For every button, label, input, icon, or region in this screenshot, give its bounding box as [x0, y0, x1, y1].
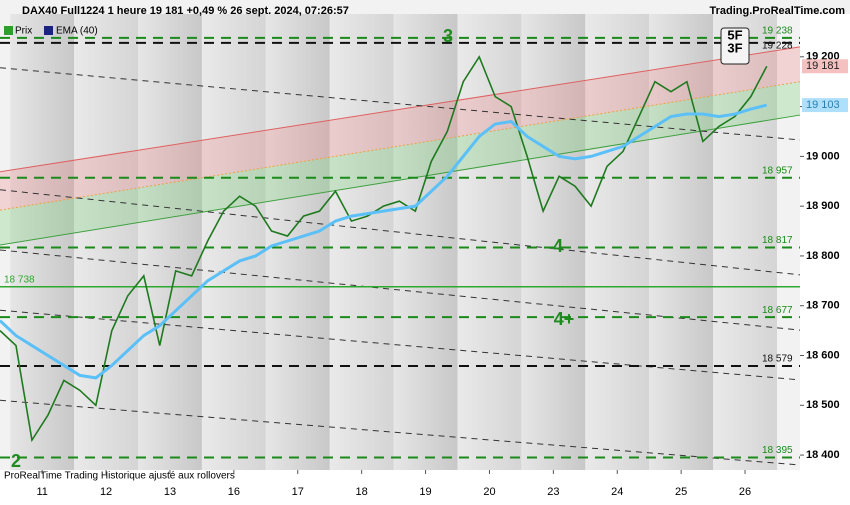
- last-value-box: [802, 98, 848, 113]
- last-value-box: [802, 59, 848, 74]
- trendline: [0, 67, 801, 141]
- day-stripe: [265, 14, 330, 470]
- x-tick-label: 18: [356, 486, 368, 498]
- x-tick-label: 23: [547, 486, 559, 498]
- legend-swatch: [44, 26, 53, 35]
- level-label: 18 817: [762, 235, 793, 246]
- x-tick-label: 12: [100, 486, 112, 498]
- x-tick-label: 16: [228, 486, 240, 498]
- trendline: [0, 399, 801, 466]
- level-label: 18 957: [762, 165, 793, 176]
- trendline: [0, 309, 801, 381]
- level-label: 18 579: [762, 354, 793, 365]
- chart-title: DAX40 Full1224 1 heure 19 181 +0,49 % 26…: [22, 5, 349, 17]
- day-stripe: [713, 14, 777, 470]
- legend-label: EMA (40): [56, 26, 98, 37]
- channel-middle: [0, 81, 801, 211]
- channel-upper: [0, 46, 801, 173]
- x-tick-label: 11: [36, 486, 47, 498]
- level-label: 19 238: [762, 26, 793, 37]
- source: Trading.ProRealTime.com: [709, 5, 845, 17]
- x-tick-label: 13: [164, 486, 176, 498]
- badge-box: [720, 27, 750, 65]
- last-value-label: 19 103: [806, 99, 840, 111]
- y-tick-label: 19 000: [806, 150, 840, 162]
- last-value-label: 19 181: [806, 60, 840, 72]
- day-stripe: [138, 14, 202, 470]
- x-tick-label: 19: [419, 486, 431, 498]
- y-tick-label: 18 600: [806, 349, 840, 361]
- x-axis-panel: [0, 470, 850, 500]
- day-stripe: [393, 14, 458, 470]
- footer: ProRealTime Trading Historique ajusté au…: [4, 471, 235, 482]
- y-tick-label: 18 900: [806, 200, 840, 212]
- x-tick-label: 24: [611, 486, 623, 498]
- legend-label: Prix: [15, 26, 32, 37]
- x-tick-label: 26: [739, 486, 751, 498]
- trendline: [0, 249, 801, 331]
- trendline: [0, 189, 801, 276]
- wave-annotation: 4: [553, 236, 563, 256]
- channel-lower-fill: [0, 81, 800, 245]
- level-label: 18 395: [762, 445, 793, 456]
- x-tick-label: 17: [292, 486, 304, 498]
- ema-line: [0, 103, 768, 380]
- day-stripe: [329, 14, 394, 470]
- level-label: 19 228: [762, 41, 793, 52]
- legend-swatch: [4, 26, 13, 35]
- badge-text: 5F: [727, 27, 742, 42]
- wave-annotation: 3: [443, 26, 453, 46]
- level-label: 18 738: [4, 274, 35, 285]
- y-tick-label: 18 500: [806, 399, 840, 411]
- day-stripe: [201, 14, 266, 470]
- day-stripe: [649, 14, 714, 470]
- badge-text: 3F: [727, 40, 742, 55]
- channel-lower: [0, 114, 801, 246]
- channel-upper-fill: [0, 46, 800, 211]
- day-stripe: [74, 14, 139, 470]
- day-stripe: [457, 14, 522, 470]
- x-tick-label: 20: [483, 486, 495, 498]
- level-label: 18 677: [762, 305, 793, 316]
- price-line: [0, 55, 768, 443]
- x-tick-label: 25: [675, 486, 687, 498]
- y-axis-panel: [800, 14, 850, 470]
- day-stripe: [585, 14, 650, 470]
- y-tick-label: 18 800: [806, 250, 840, 262]
- y-tick-label: 18 700: [806, 300, 840, 312]
- y-tick-label: 18 400: [806, 449, 840, 461]
- day-stripe: [521, 14, 586, 470]
- wave-annotation: 2: [11, 451, 21, 471]
- wave-annotation: 4+: [554, 309, 575, 329]
